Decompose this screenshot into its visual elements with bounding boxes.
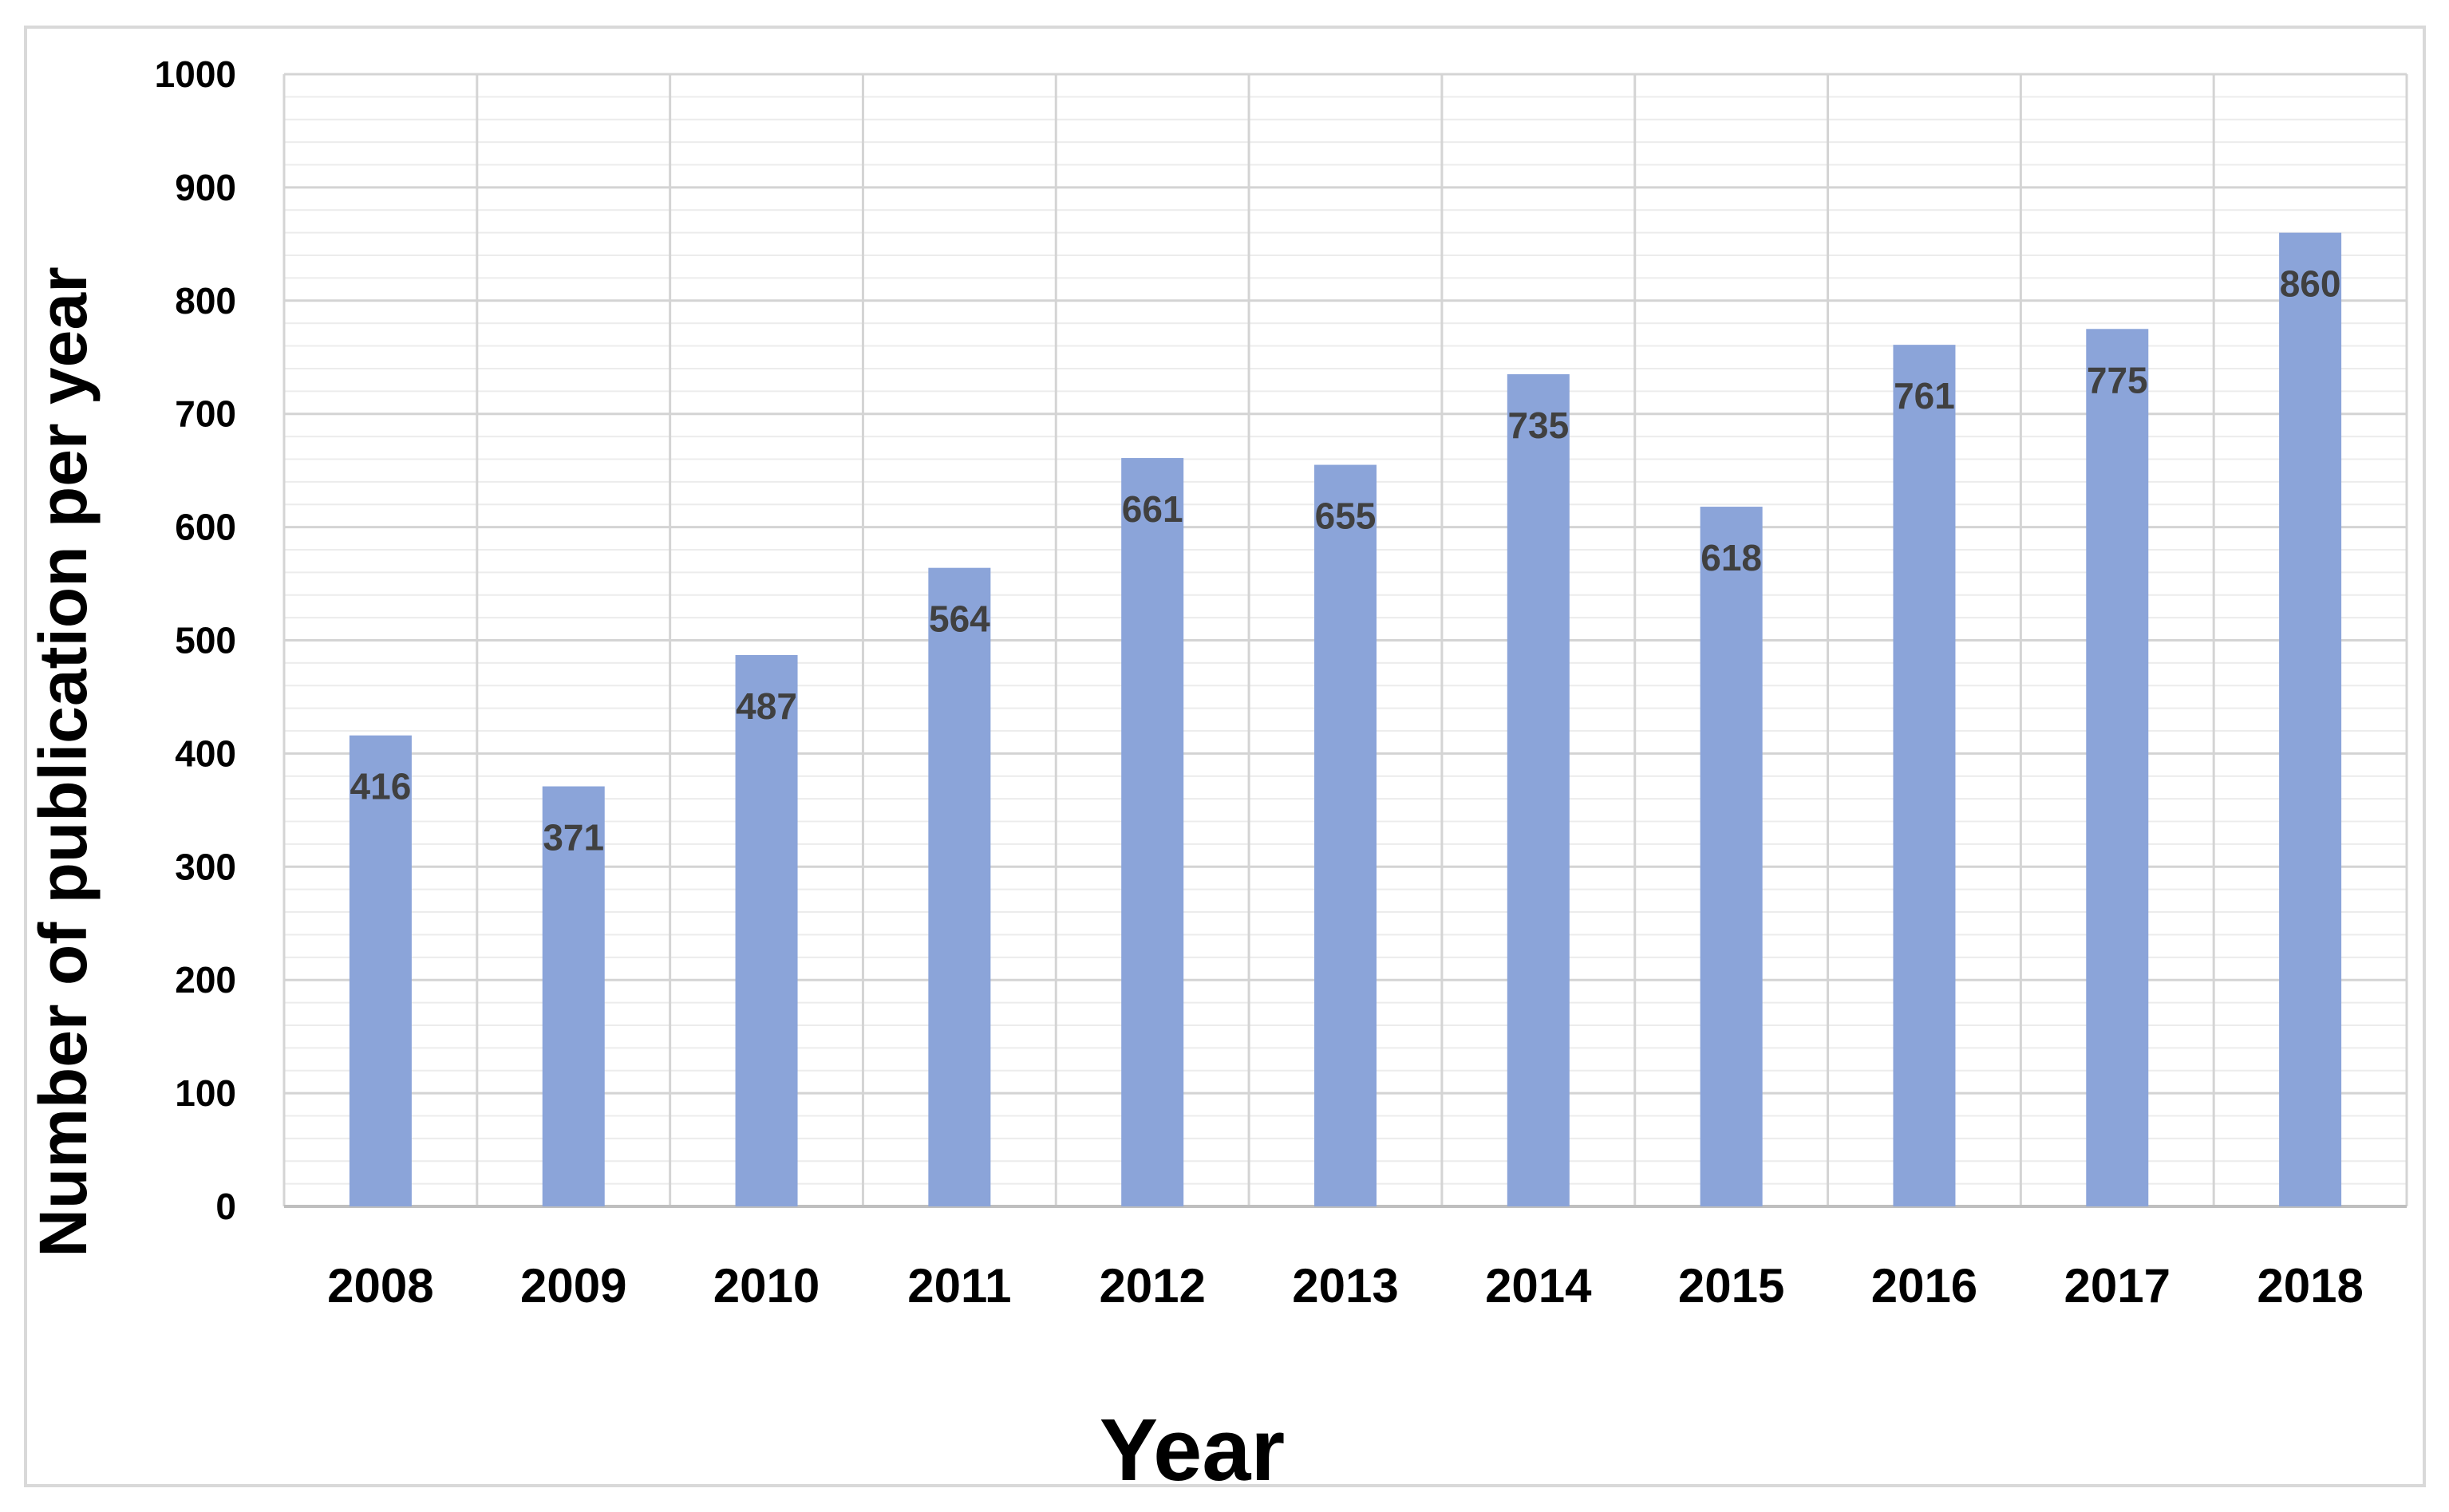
x-tick-2010: 2010 [713,1259,820,1313]
x-tick-2014: 2014 [1485,1259,1592,1313]
bar-2014 [1507,374,1570,1206]
x-tick-2008: 2008 [327,1259,433,1313]
data-label-2008: 416 [350,766,412,807]
y-tick-1000: 1000 [155,53,236,95]
x-tick-2012: 2012 [1099,1259,1205,1313]
y-tick-600: 600 [175,507,236,548]
x-tick-2016: 2016 [1871,1259,1977,1313]
x-tick-2015: 2015 [1678,1259,1784,1313]
y-tick-800: 800 [175,280,236,322]
bar-2012 [1121,458,1184,1206]
x-tick-2011: 2011 [907,1259,1011,1313]
y-tick-200: 200 [175,959,236,1001]
bar-2013 [1314,464,1377,1206]
data-label-2015: 618 [1700,537,1762,578]
bar-2015 [1700,507,1763,1206]
data-label-2009: 371 [543,817,604,859]
bar-2010 [735,654,798,1206]
data-label-2013: 655 [1315,495,1377,537]
bar-2016 [1893,345,1956,1206]
data-labels-group: 416 371 487 564 661 655 735 618 761 775 860 [350,263,2341,859]
x-axis-ticks: 2008 2009 2010 2011 2012 2013 2014 2015 2016 2017… [327,1259,2364,1313]
y-tick-900: 900 [175,167,236,208]
data-label-2018: 860 [2280,263,2341,305]
data-label-2011: 564 [929,598,990,640]
y-tick-0: 0 [215,1186,236,1227]
y-tick-400: 400 [175,732,236,774]
data-label-2014: 735 [1507,405,1569,446]
bar-2018 [2279,232,2342,1206]
y-tick-100: 100 [175,1072,236,1114]
x-tick-2013: 2013 [1292,1259,1398,1313]
bar-2008 [349,735,412,1206]
chart-frame [24,26,2426,1487]
x-tick-2009: 2009 [520,1259,626,1313]
y-tick-500: 500 [175,620,236,661]
bar-2011 [928,567,991,1206]
y-tick-300: 300 [175,846,236,887]
y-axis-ticks: 0 100 200 300 400 500 600 700 800 900 1000 [155,53,236,1227]
data-label-2016: 761 [1894,375,1955,416]
y-axis-title: Number of publication per year [26,266,101,1257]
data-label-2012: 661 [1122,488,1183,530]
x-tick-2017: 2017 [2064,1259,2171,1313]
bars-group [349,232,2342,1206]
bar-2009 [542,786,605,1206]
bar-2017 [2086,329,2149,1206]
y-tick-700: 700 [175,393,236,435]
x-tick-2018: 2018 [2257,1259,2363,1313]
x-axis-title: Year [1100,1401,1285,1499]
data-label-2017: 775 [2087,359,2148,401]
data-label-2010: 487 [736,685,797,727]
